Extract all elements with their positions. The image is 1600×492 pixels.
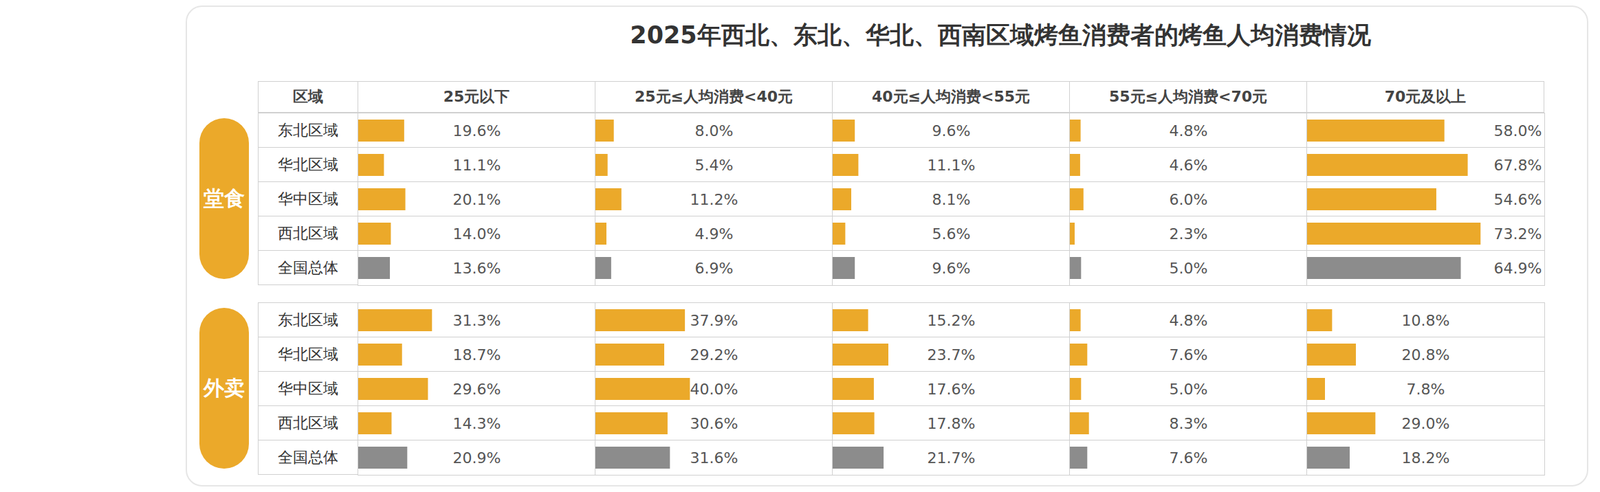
svg-text:73.2%: 73.2% <box>1494 225 1543 243</box>
svg-text:8.3%: 8.3% <box>1169 415 1209 433</box>
svg-text:7.6%: 7.6% <box>1169 449 1209 467</box>
svg-text:4.8%: 4.8% <box>1169 312 1209 330</box>
svg-text:15.2%: 15.2% <box>927 312 976 330</box>
html-text:华北区域: 华北区域 <box>277 155 339 173</box>
svg-text:6.9%: 6.9% <box>695 259 734 278</box>
html-text:华中区域: 华中区域 <box>277 190 339 208</box>
svg-text:9.6%: 9.6% <box>932 122 971 140</box>
svg-text:64.9%: 64.9% <box>1494 259 1543 278</box>
svg-text:29.6%: 29.6% <box>453 380 502 399</box>
svg-text:37.9%: 37.9% <box>690 312 739 330</box>
svg-text:23.7%: 23.7% <box>927 346 976 364</box>
svg-text:20.8%: 20.8% <box>1401 346 1451 364</box>
svg-text:20.9%: 20.9% <box>453 449 502 467</box>
svg-text:10.8%: 10.8% <box>1401 312 1451 330</box>
svg-text:17.8%: 17.8% <box>927 415 976 433</box>
svg-text:11.2%: 11.2% <box>690 191 739 209</box>
html-text:全国总体: 全国总体 <box>277 448 339 466</box>
html-text:华北区域: 华北区域 <box>277 345 339 363</box>
svg-text:58.0%: 58.0% <box>1494 122 1543 140</box>
svg-text:6.0%: 6.0% <box>1169 191 1209 209</box>
html-text:堂食: 堂食 <box>203 186 245 211</box>
svg-text:40.0%: 40.0% <box>690 380 739 399</box>
svg-text:20.1%: 20.1% <box>453 191 502 209</box>
html-text:40元≤人均消费<55元: 40元≤人均消费<55元 <box>871 88 1030 106</box>
svg-text:8.1%: 8.1% <box>932 191 971 209</box>
svg-text:7.8%: 7.8% <box>1406 380 1446 399</box>
svg-text:4.9%: 4.9% <box>695 225 734 243</box>
svg-text:29.2%: 29.2% <box>690 346 739 364</box>
svg-text:29.0%: 29.0% <box>1401 415 1451 433</box>
html-text:70元及以上: 70元及以上 <box>1384 88 1467 106</box>
html-text:东北区域: 东北区域 <box>277 121 339 139</box>
svg-text:4.8%: 4.8% <box>1169 122 1209 140</box>
svg-text:2.3%: 2.3% <box>1169 225 1209 243</box>
svg-text:18.7%: 18.7% <box>453 346 502 364</box>
html-text:55元≤人均消费<70元: 55元≤人均消费<70元 <box>1108 88 1268 106</box>
svg-text:21.7%: 21.7% <box>927 449 976 467</box>
svg-text:31.3%: 31.3% <box>453 312 502 330</box>
svg-text:31.6%: 31.6% <box>690 449 739 467</box>
html-text:华中区域: 华中区域 <box>277 379 339 398</box>
svg-text:5.0%: 5.0% <box>1169 259 1209 278</box>
svg-text:30.6%: 30.6% <box>690 415 739 433</box>
html-text:25元以下: 25元以下 <box>443 88 510 106</box>
svg-text:5.0%: 5.0% <box>1169 380 1209 399</box>
svg-text:18.2%: 18.2% <box>1401 449 1451 467</box>
html-text:西北区域: 西北区域 <box>277 414 339 432</box>
html-text:东北区域: 东北区域 <box>277 311 339 329</box>
svg-text:5.6%: 5.6% <box>932 225 971 243</box>
svg-text:4.6%: 4.6% <box>1169 156 1209 174</box>
svg-text:9.6%: 9.6% <box>932 259 971 278</box>
svg-text:11.1%: 11.1% <box>453 156 502 174</box>
svg-text:17.6%: 17.6% <box>927 380 976 399</box>
svg-text:67.8%: 67.8% <box>1494 156 1543 174</box>
html-text:全国总体: 全国总体 <box>277 258 339 277</box>
html-text:2025年西北、东北、华北、西南区域烤鱼消费者的烤鱼人均消费: 2025年西北、东北、华北、西南区域烤鱼消费者的烤鱼人均消费情况 <box>630 21 1371 49</box>
svg-text:7.6%: 7.6% <box>1169 346 1209 364</box>
svg-text:11.1%: 11.1% <box>927 156 976 174</box>
svg-text:13.6%: 13.6% <box>453 259 502 278</box>
svg-text:5.4%: 5.4% <box>695 156 734 174</box>
html-text:区域: 区域 <box>292 88 324 106</box>
svg-text:14.0%: 14.0% <box>453 225 502 243</box>
html-text:外卖: 外卖 <box>203 376 245 401</box>
html-text:西北区域: 西北区域 <box>277 224 339 242</box>
html-text:25元≤人均消费<40元: 25元≤人均消费<40元 <box>634 88 793 106</box>
svg-text:8.0%: 8.0% <box>695 122 734 140</box>
svg-text:54.6%: 54.6% <box>1494 191 1543 209</box>
svg-text:14.3%: 14.3% <box>453 415 502 433</box>
svg-text:19.6%: 19.6% <box>453 122 502 140</box>
